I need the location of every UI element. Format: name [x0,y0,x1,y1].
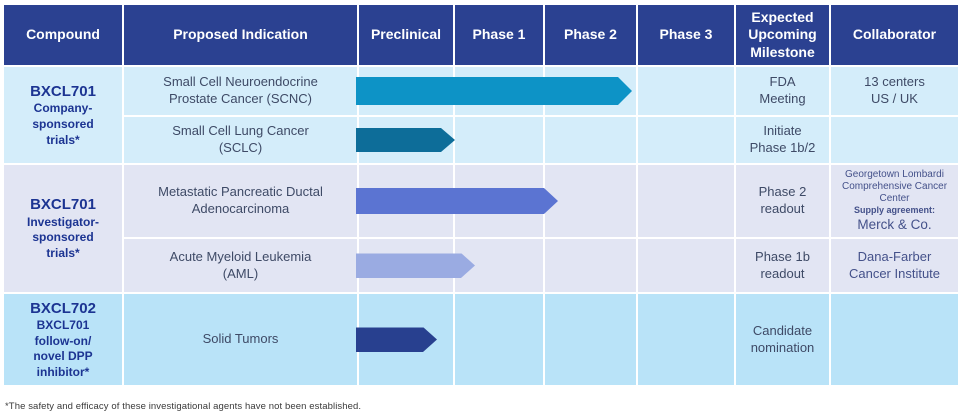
col-header-proposed-indication: Proposed Indication [124,5,357,65]
gantt-arrow-pancreatic [356,188,558,214]
compound-cell-bxcl702: BXCL702 BXCL701 follow-on/ novel DPP inh… [4,294,122,385]
col-header-preclinical: Preclinical [359,5,453,65]
col-header-label: Phase 1 [472,26,526,43]
indication-cell-aml: Acute Myeloid Leukemia (AML) [124,239,357,292]
gantt-arrow-sclc [356,128,455,152]
collaborator-cell-scnc: 13 centers US / UK [831,67,958,115]
collaborator-cell-pancreatic: Georgetown Lombardi Comprehensive Cancer… [831,165,958,237]
indication-cell-sclc: Small Cell Lung Cancer (SCLC) [124,117,357,163]
gantt-cell [455,294,543,385]
compound-subtitle: BXCL701 follow-on/ novel DPP inhibitor* [33,318,93,379]
col-header-label: Expected Upcoming Milestone [748,9,817,60]
indication-cell-scnc: Small Cell Neuroendocrine Prostate Cance… [124,67,357,115]
col-header-label: Phase 3 [659,26,713,43]
gantt-cell [638,294,734,385]
milestone-label: Phase 1b readout [755,248,810,281]
milestone-cell-scnc: FDA Meeting [736,67,829,115]
milestone-cell-pancreatic: Phase 2 readout [736,165,829,237]
pipeline-table: Compound Proposed Indication Preclinical… [4,5,958,385]
compound-name: BXCL701 [30,82,96,100]
collaborator-cell-sclc [831,117,958,163]
col-header-label: Phase 2 [564,26,617,43]
col-header-collaborator: Collaborator [831,5,958,65]
gantt-cell [638,239,734,292]
indication-cell-pancreatic: Metastatic Pancreatic Ductal Adenocarcin… [124,165,357,237]
collaborator-label: 13 centers US / UK [864,74,925,106]
gantt-cell [545,117,636,163]
compound-subtitle: Investigator- sponsored trials* [26,214,99,261]
compound-cell-bxcl701-company: BXCL701 Company- sponsored trials* [4,67,122,163]
compound-cell-bxcl701-investigator: BXCL701 Investigator- sponsored trials* [4,165,122,292]
indication-label: Small Cell Neuroendocrine Prostate Cance… [163,74,318,106]
indication-label: Acute Myeloid Leukemia (AML) [169,248,312,281]
indication-cell-solid-tumors: Solid Tumors [124,294,357,385]
collaborator-partner: Merck & Co. [857,216,932,232]
col-header-label: Proposed Indication [173,26,308,43]
gantt-cell [545,239,636,292]
milestone-cell-aml: Phase 1b readout [736,239,829,292]
collaborator-label: Dana-Farber Cancer Institute [848,248,941,281]
gantt-cell [638,67,734,115]
gantt-arrow-scnc [356,77,632,105]
indication-label: Solid Tumors [202,331,279,347]
milestone-label: Candidate nomination [750,322,815,355]
col-header-label: Preclinical [370,26,442,43]
gantt-cell [359,294,453,385]
milestone-cell-solid-tumors: Candidate nomination [736,294,829,385]
gantt-cell [638,165,734,237]
gantt-cell [545,294,636,385]
gantt-cell [359,239,453,292]
safety-footnote: *The safety and efficacy of these invest… [5,401,362,412]
gantt-arrow-solid-tumors [356,327,437,352]
milestone-label: Phase 2 readout [758,184,807,216]
indication-label: Small Cell Lung Cancer (SCLC) [172,123,309,155]
indication-label: Metastatic Pancreatic Ductal Adenocarcin… [158,184,323,216]
gantt-cell [359,117,453,163]
gantt-cell [359,67,453,115]
milestone-label: FDA Meeting [759,74,806,106]
col-header-label: Collaborator [852,26,937,43]
gantt-cell [545,165,636,237]
collaborator-cell-aml: Dana-Farber Cancer Institute [831,239,958,292]
collaborator-agreement-note: Supply agreement: [853,205,936,216]
col-header-label: Compound [26,26,100,43]
compound-subtitle: Company- sponsored trials* [32,101,94,147]
col-header-phase-1: Phase 1 [455,5,543,65]
gantt-cell [638,117,734,163]
collaborator-org: Georgetown Lombardi Comprehensive Cancer… [841,169,948,204]
col-header-phase-3: Phase 3 [638,5,734,65]
milestone-cell-sclc: Initiate Phase 1b/2 [736,117,829,163]
col-header-phase-2: Phase 2 [545,5,636,65]
gantt-arrow-aml [356,253,475,278]
collaborator-cell-solid-tumors [831,294,958,385]
gantt-cell [455,117,543,163]
compound-name: BXCL702 [30,299,96,317]
compound-name: BXCL701 [30,196,96,214]
gantt-cell [359,165,453,237]
milestone-label: Initiate Phase 1b/2 [749,123,816,155]
col-header-expected-upcoming-milestone: Expected Upcoming Milestone [736,5,829,65]
col-header-compound: Compound [4,5,122,65]
